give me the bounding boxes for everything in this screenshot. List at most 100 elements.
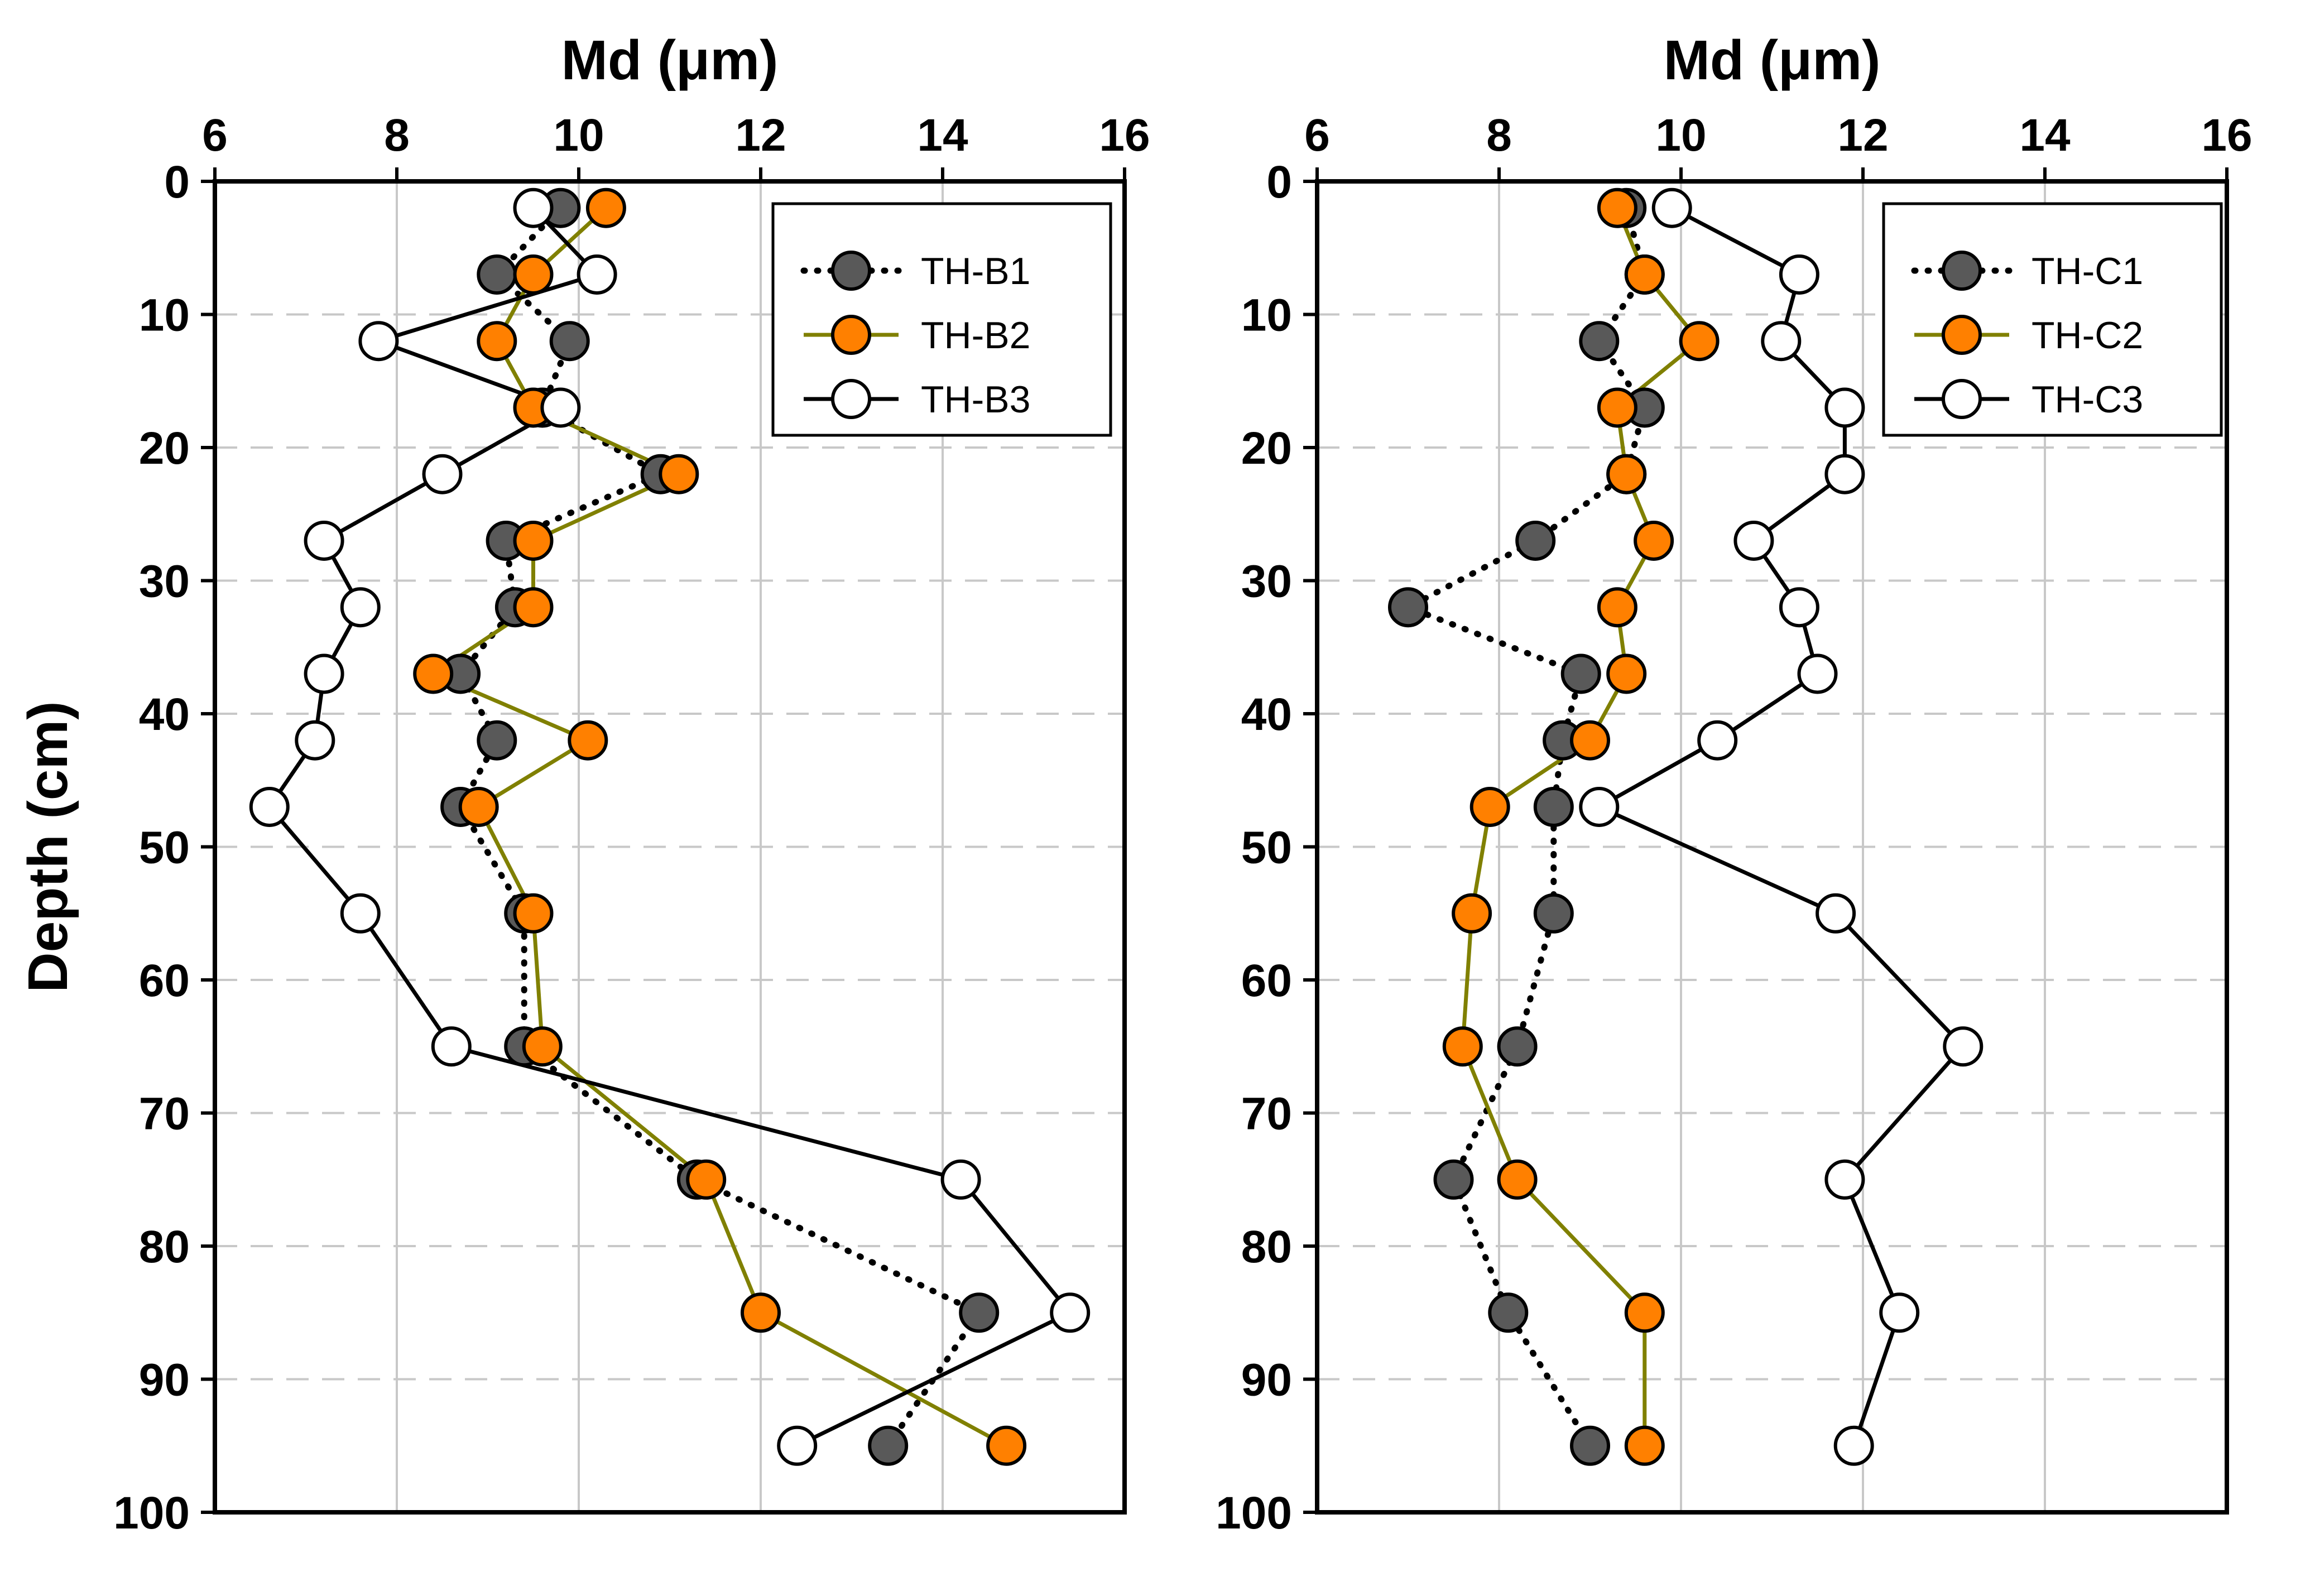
y-tick-label: 100: [113, 1488, 190, 1539]
legend-frame: [1882, 202, 2223, 437]
legend-marker-th-b3: [831, 379, 871, 419]
data-point-th-b3: [340, 587, 381, 628]
data-point-th-b2: [585, 188, 626, 228]
data-point-th-b3: [513, 188, 554, 228]
y-axis-title: Depth (cm): [17, 701, 79, 992]
data-point-th-c2: [1469, 786, 1510, 827]
x-tick-label: 14: [917, 110, 968, 161]
data-point-th-c3: [1697, 720, 1738, 761]
legend-label: TH-C3: [2032, 378, 2143, 421]
data-point-th-b2: [477, 321, 517, 362]
y-tick-label: 0: [1266, 157, 1292, 208]
data-point-th-c2: [1597, 188, 1637, 228]
y-tick-label: 80: [1241, 1222, 1292, 1272]
x-tick-label: 14: [2019, 110, 2071, 161]
data-point-th-b3: [304, 520, 344, 561]
legend-marker-th-c2: [1942, 315, 1982, 355]
data-point-th-c2: [1497, 1159, 1538, 1200]
data-point-th-c2: [1606, 454, 1647, 494]
data-point-th-c1: [1570, 1425, 1610, 1466]
data-point-th-c3: [1943, 1026, 1984, 1067]
legend-label: TH-B3: [921, 378, 1030, 421]
x-tick-label: 10: [1655, 110, 1706, 161]
data-point-th-c1: [1533, 786, 1574, 827]
data-point-th-c3: [1733, 520, 1774, 561]
y-tick-label: 80: [139, 1222, 190, 1272]
y-tick-label: 70: [1241, 1089, 1292, 1140]
data-point-th-c2: [1624, 1425, 1665, 1466]
data-point-th-b3: [577, 254, 617, 295]
x-tick-label: 6: [202, 110, 228, 161]
data-point-th-b2: [513, 893, 554, 934]
x-tick-label: 12: [1837, 110, 1888, 161]
data-point-th-b2: [686, 1159, 727, 1200]
x-tick-label: 16: [2201, 110, 2252, 161]
chart-panel-c: 6 8 10 12 14 16 0 10 20 30 40 50 60 70 80 90 100 Md (μm) T…: [1216, 29, 2252, 1539]
data-point-th-c2: [1679, 321, 1720, 362]
x-axis-title: Md (μm): [1664, 29, 1881, 92]
legend-marker-th-b1: [831, 251, 871, 291]
data-point-th-c3: [1779, 587, 1819, 628]
data-point-th-c1: [1533, 893, 1574, 934]
x-tick-label: 12: [735, 110, 786, 161]
y-tick-label: 40: [139, 689, 190, 740]
data-point-th-b2: [513, 520, 554, 561]
data-point-th-b2: [458, 786, 499, 827]
data-point-th-b1: [477, 254, 517, 295]
data-point-th-b3: [777, 1425, 818, 1466]
x-tick-label: 10: [553, 110, 604, 161]
x-tick-label: 6: [1304, 110, 1330, 161]
data-point-th-b3: [295, 720, 335, 761]
data-point-th-c2: [1624, 1292, 1665, 1333]
x-tick-label: 16: [1099, 110, 1150, 161]
data-point-th-c1: [1433, 1159, 1474, 1200]
data-point-th-c3: [1579, 786, 1620, 827]
y-tick-label: 30: [1241, 556, 1292, 607]
data-point-th-b1: [868, 1425, 909, 1466]
x-tick-label: 8: [1486, 110, 1512, 161]
legend-frame: [771, 202, 1112, 437]
data-point-th-c3: [1833, 1425, 1874, 1466]
data-point-th-b3: [540, 387, 581, 428]
data-point-th-b3: [358, 321, 399, 362]
y-tick-label: 10: [139, 290, 190, 341]
data-point-th-b2: [568, 720, 608, 761]
legend-marker-th-c3: [1942, 379, 1982, 419]
data-point-th-c1: [1497, 1026, 1538, 1067]
legend-marker-th-b2: [831, 315, 871, 355]
data-point-th-b1: [549, 321, 590, 362]
data-point-th-b2: [413, 653, 454, 694]
chart-panel-b: 6 8 10 12 14 16 0 10 20 30 40 50 60 70 80 90 100 Md (μm) D…: [17, 29, 1150, 1539]
data-point-th-c2: [1624, 254, 1665, 295]
data-point-th-c2: [1634, 520, 1674, 561]
data-point-th-c1: [1579, 321, 1620, 362]
y-tick-label: 60: [1241, 955, 1292, 1006]
y-tick-label: 30: [139, 556, 190, 607]
legend: TH-B1 TH-B2 TH-B3: [771, 202, 1112, 437]
data-point-th-c2: [1597, 387, 1637, 428]
y-tick-label: 70: [139, 1089, 190, 1140]
data-point-th-c3: [1761, 321, 1802, 362]
y-tick-label: 10: [1241, 290, 1292, 341]
data-point-th-c2: [1442, 1026, 1483, 1067]
data-point-th-c1: [1515, 520, 1556, 561]
y-tick-label: 50: [139, 823, 190, 873]
data-point-th-b3: [340, 893, 381, 934]
data-point-th-b2: [513, 254, 554, 295]
legend: TH-C1 TH-C2 TH-C3: [1882, 202, 2223, 437]
data-point-th-b1: [477, 720, 517, 761]
data-point-th-c3: [1779, 254, 1819, 295]
data-point-th-c1: [1560, 653, 1601, 694]
y-tick-label: 0: [164, 157, 190, 208]
legend-label: TH-B2: [921, 314, 1030, 357]
data-point-th-c3: [1651, 188, 1692, 228]
data-point-th-b3: [249, 786, 290, 827]
y-tick-label: 100: [1216, 1488, 1292, 1539]
data-point-th-b3: [940, 1159, 981, 1200]
legend-label: TH-B1: [921, 250, 1030, 292]
legend-label: TH-C2: [2032, 314, 2143, 357]
data-point-th-b3: [431, 1026, 472, 1067]
series-line-th-b1: [457, 205, 984, 1449]
y-tick-label: 40: [1241, 689, 1292, 740]
